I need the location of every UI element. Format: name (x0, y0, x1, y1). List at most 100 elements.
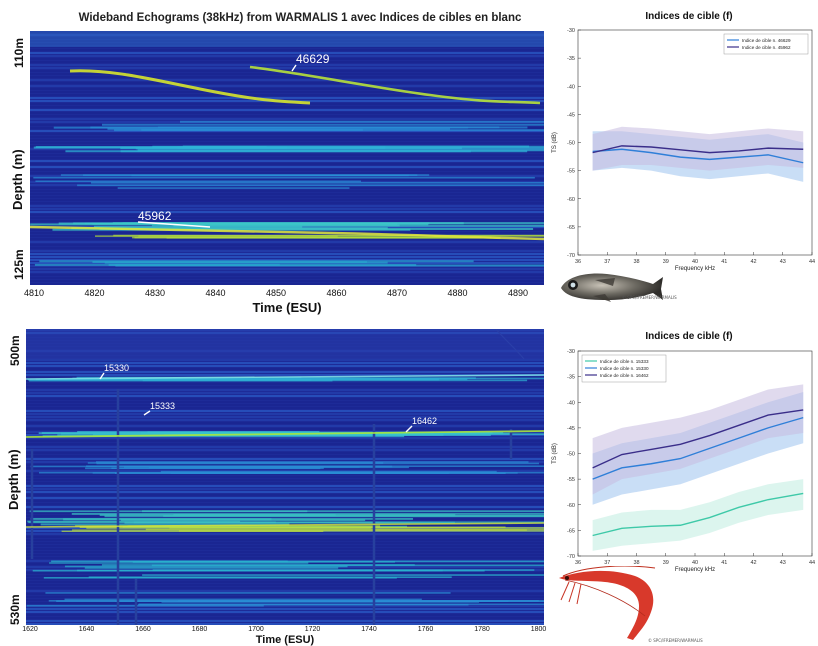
echogram-bottom-xlabel: Time (ESU) (255, 634, 315, 646)
x-axis-label: Frequency kHz (675, 567, 715, 573)
echogram-bottom: 15330 15333 16462 (26, 329, 544, 625)
xtick-label: 43 (780, 560, 786, 566)
series-line-1 (592, 145, 804, 154)
legend-entry: Indice de cible n. 15330 (600, 366, 649, 371)
xtick-label: 44 (809, 259, 815, 265)
ytick-label: -55 (567, 477, 575, 483)
fish-caption: © SPC/IFREMER/WARMALIS (622, 295, 677, 300)
ts-chart-2: -70 -65 -60 -55 -50 -45 -40 -35 -30 36 37 38 39 40 41 4… (552, 349, 815, 573)
shrimp-illustration (559, 566, 656, 640)
target-label-16462: 16462 (412, 416, 437, 426)
legend (723, 33, 809, 55)
xtick-label: 40 (692, 560, 698, 566)
echogram-bottom-xtick: 1700 (248, 626, 264, 633)
echogram-top-xtick: 4850 (265, 288, 287, 298)
ytick-label: -65 (567, 225, 575, 231)
target-label-15333: 15333 (150, 401, 175, 411)
xtick-label: 40 (692, 259, 698, 265)
ytick-label: -35 (567, 56, 575, 62)
xtick-label: 39 (663, 259, 669, 265)
ytick-label: -45 (567, 112, 575, 118)
page-title: Wideband Echograms (38kHz) from WARMALIS… (78, 12, 522, 24)
xtick-label: 41 (721, 560, 727, 566)
echogram-top-xtick: 4840 (205, 288, 226, 298)
xtick-label: 37 (604, 560, 610, 566)
xtick-label: 38 (633, 560, 639, 566)
series-line-1 (592, 416, 804, 480)
ytick-label: -40 (567, 400, 575, 406)
echogram-bottom-xtick: 1760 (417, 626, 434, 633)
echogram-bottom-xticks: 1620 1640 1660 1680 1700 1720 1740 1760 1780 1800 (22, 626, 547, 636)
echogram-bottom-xtick: 1720 (304, 626, 321, 633)
echogram-top-xtick: 4820 (84, 288, 105, 298)
series-band-1 (592, 126, 804, 171)
echogram-top-xtick: 4880 (447, 288, 468, 298)
ytick-label: -45 (567, 426, 575, 432)
echogram-top-xtick: 4830 (144, 288, 166, 298)
ytick-label: -50 (567, 452, 575, 458)
echogram-top-depth-bottom: 125m (12, 249, 26, 280)
echogram-bottom-xtick: 1620 (22, 626, 38, 633)
shrimp-caption: © SPC/IFREMER/WARMALIS (648, 638, 703, 643)
echogram-bottom-xtick: 1680 (191, 626, 208, 633)
series-line-0 (592, 492, 804, 537)
target-label-15330: 15330 (104, 363, 129, 373)
ts-chart-1-title: Indices de cible (f) (645, 11, 733, 22)
echogram-bottom-xtick: 1780 (474, 626, 490, 633)
echogram-top-xtick: 4890 (507, 288, 529, 298)
xtick-label: 42 (750, 259, 756, 265)
xtick-label: 38 (633, 259, 639, 265)
xtick-label: 44 (809, 560, 815, 566)
ts-chart-1: -70 -65 -60 -55 -50 -45 -40 -35 -30 36 37 38 39 40 41 4… (552, 28, 815, 272)
echogram-top-xlabel: Time (ESU) (252, 300, 322, 315)
echogram-bottom-depth-bottom: 530m (8, 594, 22, 625)
target-label-15333-arrow (143, 410, 151, 416)
echogram-bottom-depth-top: 500m (8, 335, 22, 366)
xtick-label: 36 (575, 259, 581, 265)
echogram-top-xtick: 4860 (326, 288, 347, 298)
y-axis-label: TS (dB) (552, 132, 558, 153)
xtick-label: 43 (780, 259, 786, 265)
echogram-bottom-xtick: 1660 (135, 626, 151, 633)
echogram-top-xtick: 4870 (386, 288, 408, 298)
ytick-label: -70 (567, 554, 575, 560)
ytick-label: -30 (567, 349, 575, 355)
echogram-top-xtick: 4810 (23, 288, 45, 298)
ts-chart-2-title: Indices de cible (f) (645, 331, 733, 342)
xtick-label: 42 (750, 560, 756, 566)
ytick-label: -65 (567, 528, 575, 534)
x-axis-label: Frequency kHz (675, 266, 715, 272)
target-label-45962-arrow (137, 221, 211, 228)
echogram-top-ylabel: Depth (m) (10, 149, 25, 210)
ytick-label: -40 (567, 84, 575, 90)
ytick-label: -60 (567, 197, 575, 203)
ytick-label: -55 (567, 169, 575, 175)
ytick-label: -35 (567, 375, 575, 381)
target-label-16462-arrow (405, 425, 413, 433)
echogram-top-xticks: 4810 4820 4830 4840 4850 4860 4870 4880 4890 (24, 288, 544, 300)
legend-entry: Indice de cible n. 46629 (742, 38, 791, 43)
y-axis-label: TS (dB) (552, 443, 558, 464)
echogram-top-depth-top: 110m (12, 37, 26, 68)
legend-entry: Indice de cible n. 45962 (742, 45, 791, 50)
xtick-label: 39 (663, 560, 669, 566)
xtick-label: 37 (604, 259, 610, 265)
target-label-45962: 45962 (138, 209, 172, 223)
echogram-bottom-xtick: 1740 (361, 626, 377, 633)
series-line-2 (592, 409, 804, 469)
echogram-bottom-xtick: 1640 (78, 626, 95, 633)
target-label-15330-arrow (99, 372, 105, 380)
echogram-top: 46629 45962 (30, 31, 544, 285)
ytick-label: -60 (567, 503, 575, 509)
xtick-label: 41 (721, 259, 727, 265)
target-label-46629-arrow (291, 64, 297, 72)
legend-entry: Indice de cible n. 16462 (600, 373, 649, 378)
target-label-46629: 46629 (296, 52, 330, 66)
legend-entry: Indice de cible n. 15333 (600, 359, 649, 364)
xtick-label: 36 (575, 560, 581, 566)
ytick-label: -30 (567, 28, 575, 34)
fish-illustration (561, 273, 663, 302)
echogram-bottom-xtick: 1800 (530, 626, 547, 633)
ytick-label: -50 (567, 141, 575, 147)
series-band-0 (592, 479, 804, 551)
